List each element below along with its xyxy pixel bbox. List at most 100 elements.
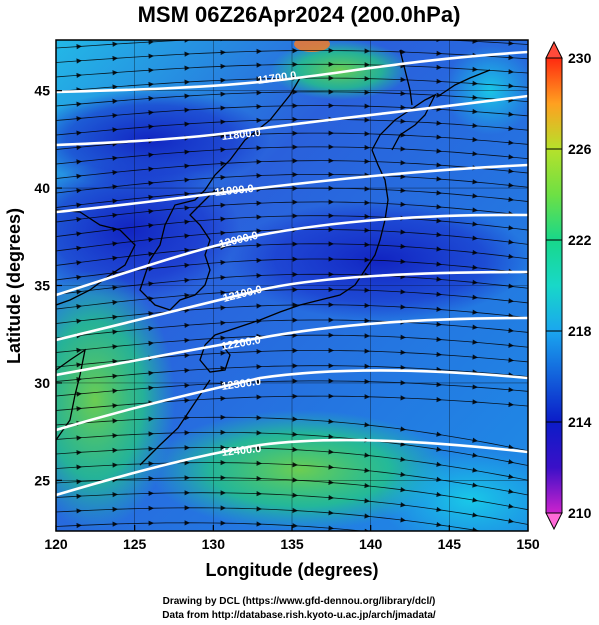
- streamline-arrow: [148, 431, 154, 437]
- streamline-arrow: [184, 233, 190, 239]
- latitude-ticks: 25 30 35 40 45: [34, 83, 62, 488]
- streamline-arrow: [292, 256, 298, 262]
- streamline-arrow: [400, 395, 406, 401]
- streamline-arrow: [436, 461, 442, 467]
- streamline-arrow: [76, 449, 82, 456]
- streamline-arrow: [76, 245, 82, 251]
- streamline-arrow: [184, 205, 190, 211]
- streamline-arrow: [508, 503, 514, 509]
- streamline-arrow: [364, 144, 370, 151]
- streamline-arrow: [328, 271, 334, 277]
- streamline-arrow: [472, 339, 478, 345]
- streamline-arrow: [256, 145, 262, 151]
- streamline-arrow: [400, 258, 406, 265]
- height-contour-11700: [56, 50, 528, 94]
- streamline-arrow: [76, 304, 82, 310]
- streamline-arrow: [436, 218, 442, 224]
- streamline-arrow: [400, 49, 406, 55]
- streamline-arrow: [292, 213, 298, 219]
- streamline-arrow: [256, 131, 262, 137]
- streamline-arrow: [256, 228, 262, 234]
- streamline-arrow: [220, 290, 226, 296]
- streamline-arrow: [436, 476, 442, 482]
- streamline-arrow: [112, 433, 118, 439]
- streamline-arrow: [220, 91, 226, 97]
- streamline-arrow: [256, 103, 262, 110]
- streamline-arrow: [508, 401, 514, 408]
- warm-spot-top: [294, 40, 330, 52]
- credit-data: Data from http://database.rish.kyoto-u.a…: [162, 610, 436, 621]
- streamline-arrow: [400, 456, 406, 462]
- height-contour-label-12400: 12400.0: [221, 443, 262, 459]
- streamline-arrow: [148, 208, 154, 215]
- streamline-arrow: [328, 61, 334, 67]
- streamline-arrow: [76, 493, 82, 499]
- streamline-arrow: [472, 437, 478, 443]
- streamline-arrow: [508, 168, 514, 174]
- streamline-arrow: [436, 321, 442, 327]
- coastline-japan-kyushu: [199, 344, 231, 373]
- streamline-arrow: [364, 186, 370, 192]
- streamline-arrow: [436, 397, 442, 403]
- height-contour-11800: [56, 94, 528, 147]
- streamline-arrow: [508, 444, 514, 450]
- streamline-arrow: [76, 159, 82, 165]
- streamline-arrow: [508, 298, 514, 304]
- streamline-arrow: [436, 120, 442, 126]
- streamline-arrow: [364, 287, 370, 293]
- colorbar-tick-label: 214: [568, 414, 592, 430]
- streamline-arrow: [256, 394, 262, 400]
- streamline-arrow: [148, 81, 154, 88]
- streamline-arrow: [400, 289, 406, 295]
- streamline-arrow: [292, 363, 298, 369]
- lat-lon-grid: [56, 40, 528, 531]
- streamline-arrow: [76, 464, 82, 470]
- streamline-arrow: [328, 256, 334, 262]
- streamline-arrow: [364, 482, 370, 489]
- streamline-arrow: [472, 249, 478, 256]
- streamline-arrow: [148, 416, 154, 422]
- streamline-arrow: [328, 226, 334, 233]
- warm-area-north: [270, 40, 410, 100]
- streamline-arrow: [112, 299, 118, 306]
- streamline-arrow: [436, 306, 442, 312]
- streamline-arrow: [256, 242, 262, 248]
- streamline-arrow: [292, 302, 298, 308]
- streamline-arrow: [292, 446, 298, 453]
- height-contour-label-11900: 11900.0: [214, 183, 254, 199]
- streamline-arrow: [364, 62, 370, 68]
- streamline-arrow: [184, 79, 190, 85]
- streamline-arrow: [76, 435, 82, 441]
- streamline-arrow: [220, 460, 226, 466]
- streamline-arrow: [76, 144, 82, 151]
- streamline-arrow: [184, 163, 190, 169]
- streamline-arrow: [184, 65, 190, 71]
- streamline-arrow: [364, 302, 370, 309]
- streamline-arrow: [76, 202, 82, 208]
- streamline-arrow: [436, 446, 442, 452]
- streamline-arrow: [364, 242, 370, 248]
- streamline-arrow: [472, 294, 478, 300]
- longitude-ticks: 120 125 130 135 140 145 150: [44, 525, 540, 552]
- streamline-arrow: [472, 384, 478, 390]
- streamline-arrow: [220, 49, 226, 56]
- streamline-arrow: [256, 475, 262, 482]
- height-contour-11900: [56, 163, 528, 214]
- streamline-arrow: [76, 72, 82, 79]
- streamline-arrow: [472, 354, 478, 360]
- streamline-arrow: [220, 275, 226, 281]
- streamline-arrow: [508, 225, 514, 231]
- streamline-arrow: [112, 403, 118, 409]
- height-contour-12100: [56, 270, 528, 342]
- streamline-arrow: [76, 116, 82, 122]
- streamline-arrow: [436, 521, 442, 528]
- streamline-arrow: [472, 94, 478, 101]
- height-contour-12400: [56, 438, 528, 497]
- streamline-arrow: [184, 397, 190, 404]
- colorbar-ticks: 210 214 218 222 226 230: [546, 50, 592, 521]
- streamline-arrow: [364, 48, 370, 54]
- streamline-arrow: [76, 522, 82, 529]
- colorbar: 210 214 218 222 226 230: [545, 40, 592, 531]
- streamline-arrow: [184, 107, 190, 113]
- streamline-arrow: [364, 498, 370, 504]
